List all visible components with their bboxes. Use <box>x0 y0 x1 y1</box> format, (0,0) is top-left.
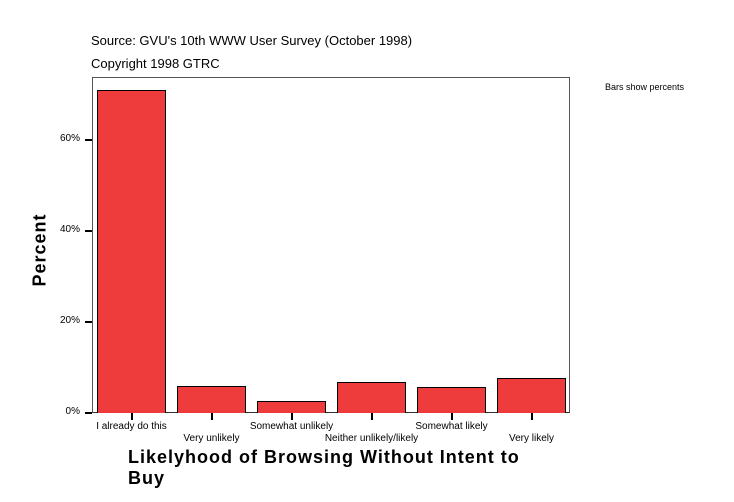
x-tick <box>370 413 373 420</box>
y-tick-label: 60% <box>59 133 80 144</box>
x-tick <box>530 413 533 420</box>
x-tick <box>290 413 293 420</box>
source-caption: Source: GVU's 10th WWW User Survey (Octo… <box>91 33 413 48</box>
x-tick-label: Very likely <box>508 433 554 444</box>
y-axis-title: Percent <box>29 213 50 287</box>
y-tick-label: 0% <box>65 406 80 417</box>
plot-area <box>92 77 570 413</box>
x-tick-label: Neither unlikely/likely <box>324 433 419 444</box>
y-tick <box>85 412 92 414</box>
x-tick <box>130 413 133 420</box>
x-axis-title: Likelyhood of Browsing Without Intent to… <box>128 447 520 488</box>
x-tick <box>450 413 453 420</box>
y-tick-label: 20% <box>59 315 80 326</box>
x-tick <box>210 413 213 420</box>
x-tick-label: Somewhat unlikely <box>249 421 334 432</box>
bar <box>97 89 166 413</box>
x-tick-label: Somewhat likely <box>415 421 488 432</box>
y-tick <box>85 139 92 141</box>
x-tick-label: Very unlikely <box>183 433 240 444</box>
bars-note: Bars show percents <box>605 82 685 92</box>
bar <box>177 386 246 413</box>
y-tick-label: 40% <box>59 224 80 235</box>
bar <box>417 387 486 413</box>
bar <box>497 377 566 413</box>
y-tick <box>85 321 92 323</box>
copyright-caption: Copyright 1998 GTRC <box>91 56 220 71</box>
bar <box>257 401 326 413</box>
y-tick <box>85 230 92 232</box>
x-tick-label: I already do this <box>96 421 167 432</box>
bar <box>337 382 406 413</box>
